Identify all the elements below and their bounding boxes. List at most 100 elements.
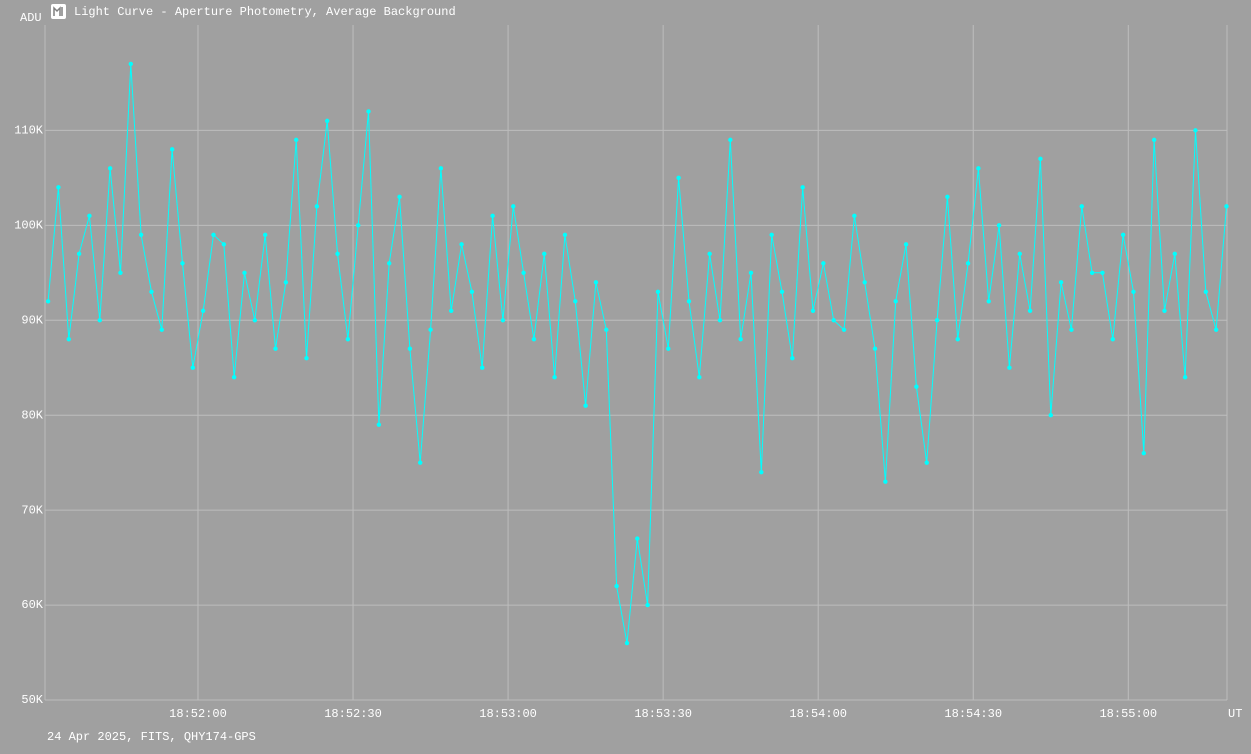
footnote: 24 Apr 2025, FITS, QHY174-GPS: [47, 730, 256, 744]
data-point: [1141, 450, 1146, 456]
data-point: [1224, 204, 1229, 209]
data-point: [821, 261, 826, 266]
x-tick-label: 18:54:00: [789, 707, 847, 721]
data-point: [511, 204, 516, 209]
data-point: [169, 147, 175, 152]
data-point: [252, 318, 258, 323]
data-point: [841, 327, 847, 332]
data-point: [1058, 280, 1064, 285]
y-tick-label: 60K: [21, 598, 43, 612]
data-point: [697, 375, 702, 380]
x-tick-label: 18:54:30: [944, 707, 1002, 721]
data-point: [45, 299, 51, 304]
data-point: [1017, 251, 1022, 256]
data-point: [1079, 204, 1084, 209]
data-point: [376, 422, 382, 427]
data-point: [573, 299, 578, 304]
data-point: [635, 536, 640, 541]
data-point: [986, 299, 991, 304]
y-axis-label: ADU: [20, 11, 42, 25]
data-point: [1110, 337, 1115, 342]
data-point: [645, 602, 650, 608]
data-point: [180, 261, 185, 266]
data-point: [314, 204, 320, 209]
data-point: [262, 232, 268, 238]
data-point: [790, 356, 795, 361]
data-point: [924, 460, 929, 465]
data-point: [469, 289, 475, 294]
x-tick-label: 18:53:00: [479, 707, 537, 721]
y-tick-label: 70K: [21, 503, 43, 517]
data-point: [1048, 412, 1053, 418]
data-point: [1162, 308, 1167, 313]
data-point: [1193, 128, 1198, 133]
data-point: [738, 337, 743, 342]
data-point: [66, 337, 71, 342]
x-tick-label: 18:55:00: [1099, 707, 1157, 721]
data-point: [335, 251, 340, 256]
data-point: [945, 194, 950, 200]
data-point: [449, 308, 454, 313]
data-point: [800, 185, 805, 190]
data-point: [759, 469, 764, 475]
data-point: [955, 337, 960, 342]
data-point: [200, 308, 206, 313]
data-point: [304, 356, 309, 361]
data-point: [1007, 365, 1012, 370]
data-point: [521, 270, 526, 275]
data-point: [831, 318, 836, 323]
data-point: [149, 289, 154, 294]
data-point: [676, 175, 681, 181]
data-point: [480, 365, 485, 370]
data-point: [283, 280, 289, 285]
data-point: [542, 251, 547, 256]
data-point: [459, 242, 464, 247]
data-point: [903, 242, 909, 247]
data-point: [562, 232, 568, 238]
data-point: [366, 109, 371, 114]
data-point: [1027, 308, 1033, 313]
x-tick-label: 18:52:30: [324, 707, 382, 721]
data-point: [356, 223, 361, 228]
data-point: [728, 137, 733, 143]
data-point: [407, 346, 413, 351]
data-point: [996, 223, 1002, 228]
data-point: [1100, 270, 1105, 275]
data-point: [655, 289, 661, 294]
data-point: [138, 232, 144, 238]
data-point: [624, 640, 630, 646]
data-point: [686, 299, 692, 304]
data-point: [1089, 270, 1095, 275]
data-point: [76, 251, 82, 256]
data-point: [862, 280, 867, 285]
data-point: [531, 337, 537, 342]
data-point: [387, 261, 392, 266]
x-axis-label: UT: [1228, 707, 1242, 721]
data-point: [1120, 232, 1126, 238]
data-point: [97, 318, 102, 323]
data-point: [107, 166, 113, 171]
data-point: [1182, 375, 1188, 380]
data-point: [428, 327, 433, 332]
data-point: [1069, 327, 1074, 332]
data-point: [1151, 137, 1157, 143]
data-point: [934, 318, 940, 323]
y-tick-label: 80K: [21, 408, 43, 422]
data-point: [976, 166, 981, 171]
data-point: [769, 232, 774, 238]
data-point: [438, 166, 444, 171]
data-point: [418, 460, 423, 465]
data-point: [293, 137, 299, 143]
data-point: [242, 270, 247, 275]
data-point: [666, 346, 671, 351]
data-point: [852, 213, 857, 219]
data-point: [118, 270, 123, 275]
data-point: [273, 346, 278, 351]
data-point: [190, 365, 196, 370]
data-point: [810, 308, 816, 313]
data-point: [707, 251, 712, 256]
data-point: [893, 299, 898, 304]
data-point: [397, 194, 402, 200]
data-point: [56, 185, 61, 190]
data-point: [593, 280, 599, 285]
